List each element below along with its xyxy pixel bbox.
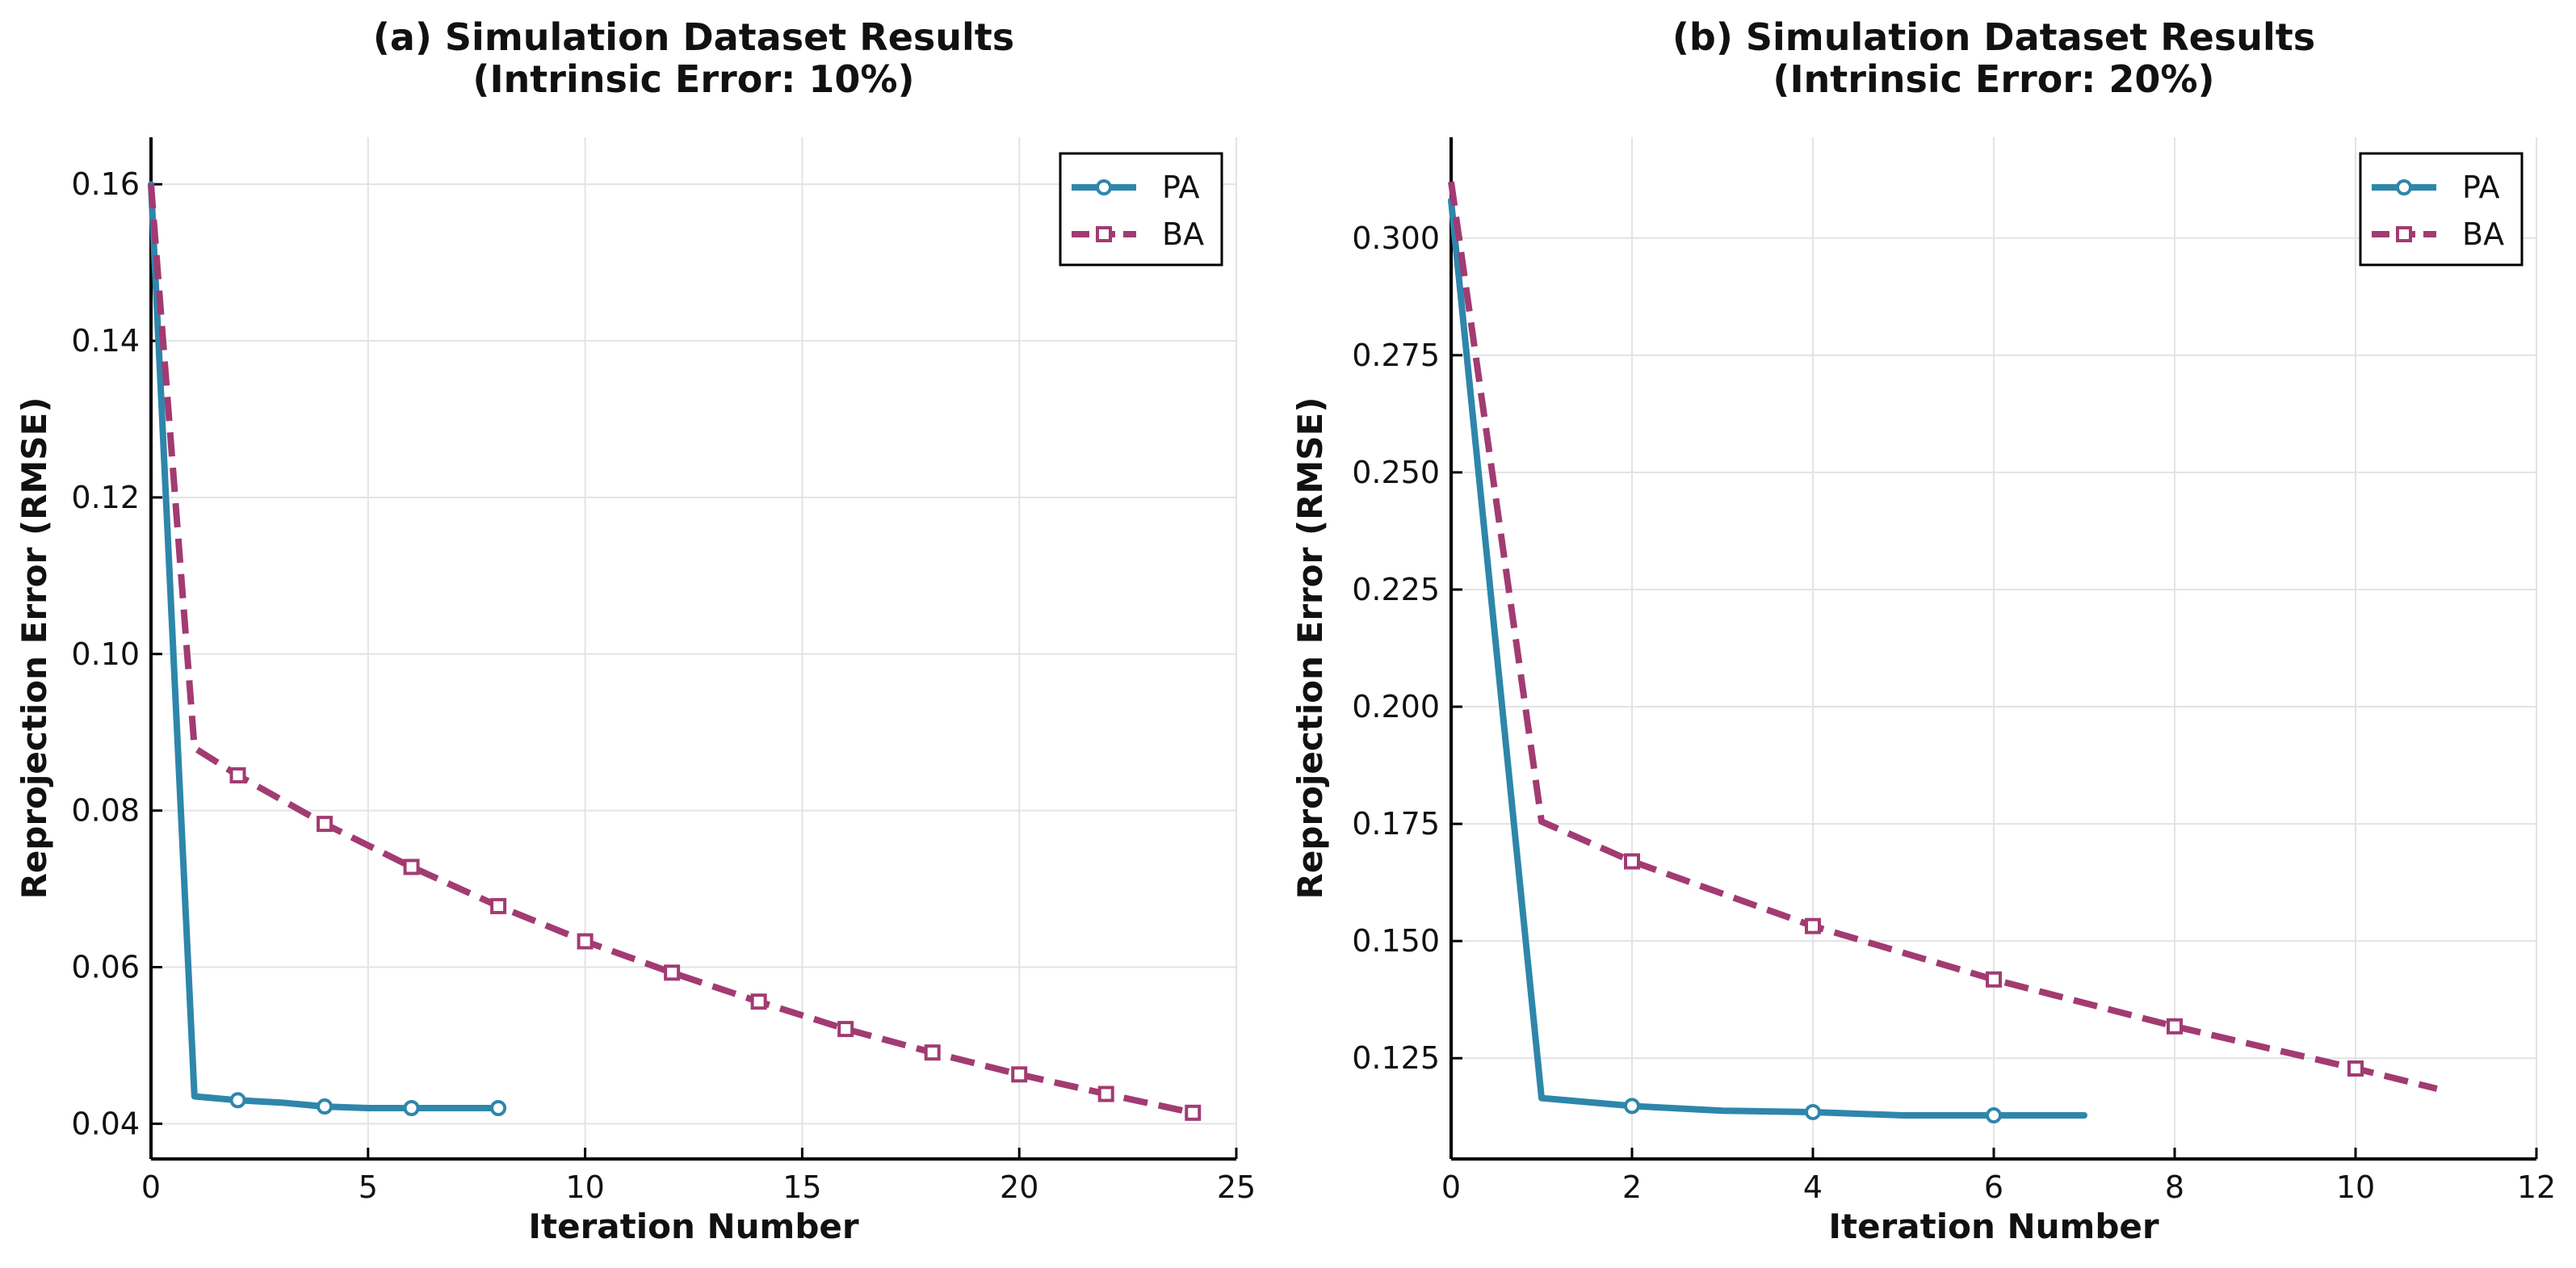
data-point-ba-b <box>1624 853 1640 870</box>
legend-label-pa-b: PA <box>2462 170 2499 205</box>
y-tick-label-b: 0.125 <box>1352 1040 1440 1076</box>
legend-label-pa-a: PA <box>1162 170 1199 205</box>
data-point-ba-b <box>1805 917 1821 934</box>
x-tick-label-b: 0 <box>1441 1169 1461 1205</box>
y-tick-label-a: 0.16 <box>71 166 140 202</box>
x-tick-label-a: 5 <box>359 1169 378 1205</box>
data-point-ba-a <box>1185 1104 1202 1121</box>
x-tick-label-b: 6 <box>1984 1169 2003 1205</box>
chart-title-line-a-2: (Intrinsic Error: 10%) <box>472 57 914 101</box>
x-axis-label-a: Iteration Number <box>528 1207 858 1246</box>
x-tick-label-b: 8 <box>2165 1169 2184 1205</box>
legend-label-ba-a: BA <box>1162 216 1204 252</box>
data-point-ba-a <box>1097 1085 1114 1102</box>
panel-a: (a) Simulation Dataset Results(Intrinsic… <box>15 15 1256 1246</box>
data-point-ba-a <box>577 933 594 950</box>
data-point-pa-b <box>1624 1098 1640 1115</box>
data-point-ba-a <box>229 767 246 784</box>
y-tick-label-a: 0.04 <box>71 1106 140 1141</box>
legend-b: PA BA <box>2359 152 2524 267</box>
y-tick-label-a: 0.08 <box>71 793 140 829</box>
data-point-ba-a <box>403 859 420 875</box>
y-tick-label-a: 0.06 <box>71 950 140 985</box>
data-point-pa-b <box>1805 1103 1821 1120</box>
panel-b: (b) Simulation Dataset Results(Intrinsic… <box>1290 15 2556 1246</box>
data-point-ba-b <box>2347 1060 2364 1077</box>
legend-a: PA BA <box>1059 152 1223 267</box>
legend-marker-ba-b <box>2396 226 2412 242</box>
x-axis-label-b: Iteration Number <box>1828 1207 2159 1246</box>
data-point-pa-a <box>317 1098 334 1115</box>
y-tick-label-a: 0.10 <box>71 636 140 672</box>
y-tick-label-b: 0.150 <box>1352 923 1440 959</box>
data-point-ba-a <box>1011 1066 1028 1083</box>
chart-title-line-b-2: (Intrinsic Error: 20%) <box>1773 57 2214 101</box>
x-tick-label-b: 10 <box>2336 1169 2375 1205</box>
series-line-pa-a <box>148 181 502 1111</box>
y-axis-label-b: Reprojection Error (RMSE) <box>1290 397 1330 900</box>
data-point-pa-a <box>403 1099 420 1116</box>
legend-marker-pa-a <box>1096 179 1112 195</box>
legend-marker-pa-b <box>2396 179 2412 195</box>
x-tick-label-b: 12 <box>2517 1169 2556 1205</box>
data-point-ba-b <box>2167 1018 2183 1035</box>
data-point-pa-a <box>229 1092 246 1109</box>
x-tick-label-a: 0 <box>141 1169 161 1205</box>
data-point-ba-a <box>664 964 681 981</box>
data-point-pa-b <box>1986 1107 2002 1124</box>
x-tick-label-a: 15 <box>782 1169 821 1205</box>
data-point-ba-a <box>490 897 507 914</box>
data-point-ba-a <box>924 1044 941 1061</box>
legend-label-ba-b: BA <box>2462 216 2504 252</box>
data-point-ba-b <box>1986 971 2002 988</box>
legend-box-a <box>1059 152 1223 267</box>
x-tick-label-a: 20 <box>1000 1169 1038 1205</box>
y-tick-label-b: 0.175 <box>1352 806 1440 842</box>
y-axis-label-a: Reprojection Error (RMSE) <box>15 397 54 900</box>
y-tick-label-b: 0.300 <box>1352 220 1440 256</box>
y-tick-label-a: 0.12 <box>71 480 140 515</box>
y-tick-label-b: 0.275 <box>1352 338 1440 373</box>
x-tick-label-b: 4 <box>1803 1169 1823 1205</box>
y-tick-label-b: 0.250 <box>1352 455 1440 490</box>
chart-title-line-a-1: (a) Simulation Dataset Results <box>373 15 1014 59</box>
y-tick-label-a: 0.14 <box>71 323 140 359</box>
data-point-ba-a <box>837 1021 854 1038</box>
y-tick-label-b: 0.225 <box>1352 572 1440 607</box>
series-line-ba-a <box>148 183 1194 1116</box>
data-point-ba-a <box>750 993 767 1010</box>
y-tick-label-b: 0.200 <box>1352 689 1440 724</box>
chart-title-line-b-1: (b) Simulation Dataset Results <box>1672 15 2315 59</box>
data-point-ba-a <box>317 816 334 833</box>
x-tick-label-a: 25 <box>1217 1169 1256 1205</box>
x-tick-label-b: 2 <box>1622 1169 1642 1205</box>
x-tick-label-a: 10 <box>565 1169 604 1205</box>
series-line-pa-b <box>1448 197 2087 1119</box>
legend-box-b <box>2359 152 2524 267</box>
series-line-ba-b <box>1448 181 2438 1092</box>
data-point-pa-a <box>490 1099 507 1116</box>
legend-marker-ba-a <box>1096 226 1112 242</box>
